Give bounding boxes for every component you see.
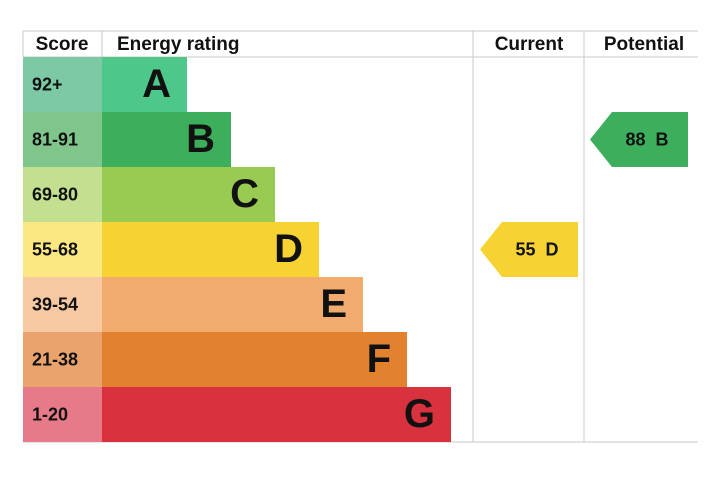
score-range: 92+: [32, 74, 63, 94]
current-letter: D: [546, 239, 559, 259]
header-score: Score: [36, 34, 89, 55]
score-range: 39-54: [32, 294, 78, 314]
score-cell: [23, 57, 102, 112]
current-arrow: [480, 222, 578, 277]
rating-bar: [102, 112, 231, 167]
potential-arrow: [590, 112, 688, 167]
potential-letter: B: [656, 129, 669, 149]
score-range: 55-68: [32, 239, 78, 259]
score-range: 21-38: [32, 349, 78, 369]
score-cell: [23, 277, 102, 332]
rating-letter: A: [142, 62, 171, 106]
potential-score: 88: [625, 129, 645, 149]
rating-letter: E: [320, 282, 347, 326]
rating-bar: [102, 167, 275, 222]
current-score: 55: [515, 239, 535, 259]
score-range: 69-80: [32, 184, 78, 204]
score-range: 1-20: [32, 404, 68, 424]
header-current: Current: [495, 34, 564, 55]
header-potential: Potential: [604, 34, 684, 55]
header-rating: Energy rating: [117, 34, 239, 55]
current-label: 55 D: [515, 239, 558, 259]
score-cell: [23, 387, 102, 442]
potential-label: 88 B: [625, 129, 668, 149]
score-cell: [23, 332, 102, 387]
score-cell: [23, 222, 102, 277]
rating-letter: D: [274, 227, 303, 271]
rating-bar: [102, 387, 451, 442]
rating-bar: [102, 277, 363, 332]
rating-bar: [102, 222, 319, 277]
score-range: 81-91: [32, 129, 78, 149]
rating-letter: C: [230, 172, 259, 216]
rating-letter: B: [186, 117, 215, 161]
score-cell: [23, 167, 102, 222]
score-cell: [23, 112, 102, 167]
rating-bar: [102, 332, 407, 387]
rating-letter: F: [367, 337, 391, 381]
rating-bar: [102, 57, 187, 112]
rating-letter: G: [404, 392, 435, 436]
